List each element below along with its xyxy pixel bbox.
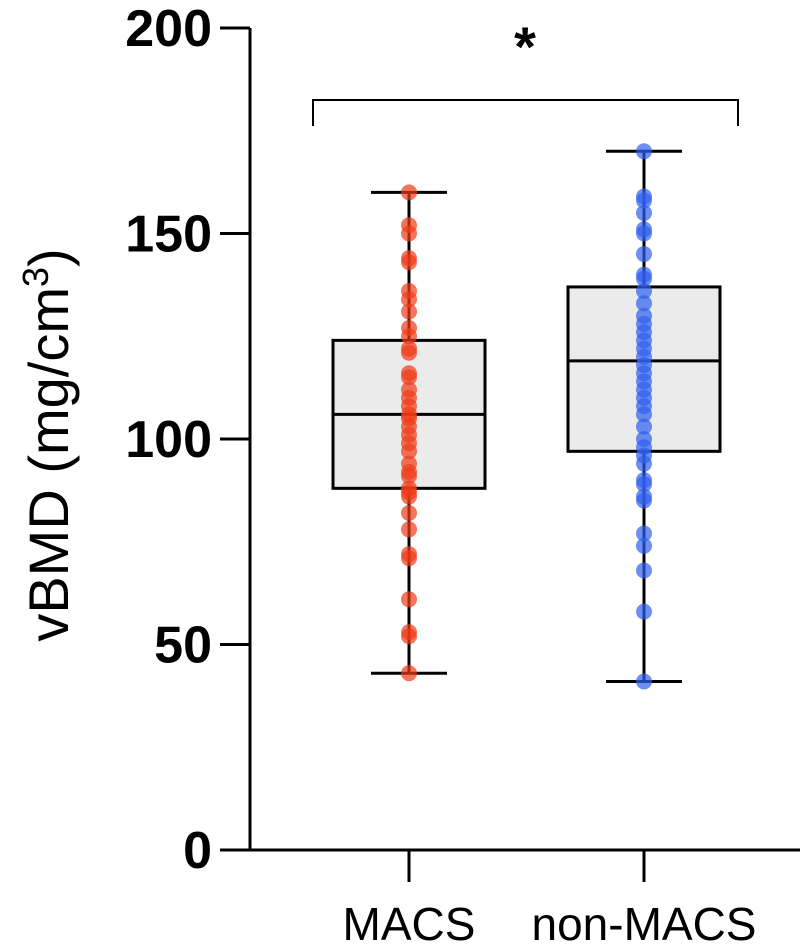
data-point [636,418,652,435]
y-axis-title: vBMD (mg/cm3) [15,248,80,641]
data-point [401,328,417,345]
boxes [331,149,722,683]
data-point [401,591,417,608]
x-tick-label: MACS [343,898,476,950]
data-point [636,143,652,160]
y-tick-label: 50 [154,617,212,675]
data-point [636,406,652,423]
data-point [636,270,652,287]
y-axis-ticks: 0 50 100 150 200 [125,0,250,880]
data-point [636,225,652,242]
significance-label: * [514,15,536,78]
data-point [636,673,652,690]
data-point [636,192,652,209]
axes: MACS non-MACS [248,28,800,950]
data-point [636,603,652,620]
data-point [401,550,417,567]
data-point [401,184,417,201]
data-point [636,562,652,579]
data-point [401,443,417,460]
data-point [636,246,652,263]
data-point [401,504,417,521]
data-point [401,467,417,484]
data-point [401,225,417,242]
y-tick-label: 200 [125,0,212,58]
data-point [636,476,652,493]
data-point [636,525,652,542]
data-point [636,283,652,300]
y-tick-label: 150 [125,206,212,264]
data-points [401,143,652,690]
y-tick-label: 0 [183,822,212,880]
data-point [636,492,652,509]
data-point [401,628,417,645]
data-point [636,455,652,472]
significance-bracket [312,99,739,126]
data-point [401,665,417,682]
data-point [401,521,417,538]
y-tick-label: 100 [125,411,212,469]
data-point [401,344,417,361]
significance-annotation: * [312,15,739,126]
data-point [401,254,417,271]
data-point [636,204,652,221]
data-point [401,303,417,320]
data-point [401,488,417,505]
data-point [401,291,417,308]
data-point [636,537,652,554]
data-point [636,295,652,312]
data-point [401,369,417,386]
x-tick-label: non-MACS [532,898,757,950]
